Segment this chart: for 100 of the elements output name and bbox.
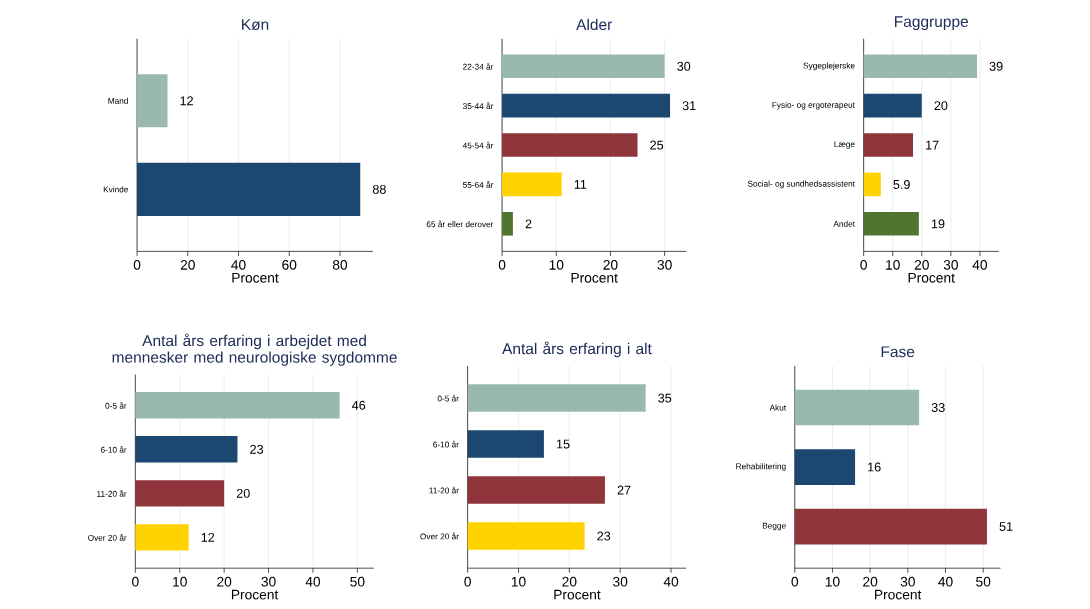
data-label: 11 [574, 180, 587, 189]
bar [863, 172, 881, 197]
bar [502, 133, 638, 158]
x-axis-title: Procent [232, 273, 279, 283]
x-tick-label: 30 [261, 577, 276, 587]
x-tick-label: 0 [464, 577, 471, 587]
x-tick-label: 40 [305, 577, 321, 587]
bar [502, 94, 671, 118]
y-tick-label: 11-20 år [97, 490, 127, 497]
y-tick-label: Akut [769, 404, 787, 411]
data-label: 16 [868, 462, 881, 472]
x-tick-label: 60 [282, 260, 297, 270]
x-tick-label: 30 [943, 260, 958, 270]
bar [502, 54, 665, 79]
data-label: 17 [926, 140, 939, 150]
data-label: 27 [617, 485, 631, 495]
x-tick-label: 0 [133, 260, 141, 270]
x-tick-label: 20 [603, 260, 618, 270]
y-tick-label: Over 20 år [88, 534, 127, 541]
data-label: 51 [999, 522, 1013, 532]
bar [863, 54, 977, 79]
y-tick-label: Rehabilitering [736, 463, 786, 472]
y-tick-label: 6-10 år [100, 446, 127, 453]
x-tick-label: 80 [332, 260, 348, 270]
data-label: 15 [556, 439, 570, 449]
x-axis-title: Procent [571, 273, 618, 283]
y-tick-label: 35-44 år [462, 102, 494, 110]
data-label: 25 [650, 140, 664, 150]
data-label: 19 [931, 219, 945, 229]
data-label: 5.9 [893, 180, 910, 190]
data-label: 39 [989, 62, 1003, 71]
y-tick-label: 45-54 år [462, 141, 494, 149]
y-tick-label: 22-34 år [463, 63, 494, 70]
bar [135, 392, 340, 419]
chart-title: Antal års erfaring i arbejdet med mennesker med neurologiske sygdomme [112, 333, 397, 367]
bar [135, 480, 225, 507]
x-tick-label: 10 [511, 577, 526, 587]
x-tick-label: 0 [860, 260, 867, 270]
y-tick-label: 6-10 år [433, 440, 459, 448]
chart-title: Antal års erfaring i alt [502, 341, 652, 358]
bar [135, 436, 238, 463]
y-tick-label: 55-64 år [462, 181, 494, 188]
x-tick-label: 40 [663, 577, 679, 587]
data-label: 12 [201, 533, 215, 542]
x-tick-label: 50 [976, 577, 991, 587]
x-tick-label: 10 [549, 260, 564, 270]
x-tick-label: 30 [613, 577, 628, 587]
x-tick-label: 20 [863, 577, 878, 587]
data-label: 23 [250, 445, 264, 454]
chart-title: Faggruppe [895, 16, 969, 31]
chart-title: Alder [576, 18, 612, 31]
x-tick-label: 0 [132, 577, 139, 587]
x-tick-label: 10 [173, 577, 187, 587]
data-label: 2 [525, 219, 532, 229]
y-tick-label: Social- og sundhedsassistent [747, 180, 855, 189]
x-tick-label: 40 [972, 260, 988, 270]
y-tick-label: Sygeplejerske [803, 62, 855, 71]
y-tick-label: Kvinde [103, 186, 129, 193]
x-axis-title: Procent [231, 590, 279, 600]
bar [467, 522, 585, 550]
x-tick-label: 20 [562, 577, 577, 587]
y-tick-label: Læge [834, 141, 855, 149]
chart-title: Fase [881, 346, 915, 358]
x-axis-title: Procent [554, 590, 601, 600]
chart-title: Køn [242, 19, 269, 31]
y-tick-label: 65 år eller derover [426, 220, 494, 228]
data-label: 20 [934, 101, 948, 111]
x-tick-label: 40 [938, 577, 953, 587]
x-tick-label: 10 [886, 260, 900, 270]
bar [467, 430, 544, 458]
data-label: 20 [236, 489, 250, 498]
data-label: 23 [597, 531, 611, 541]
bar [135, 524, 189, 551]
y-tick-label: Mand [108, 97, 128, 104]
x-tick-label: 30 [900, 577, 915, 587]
bar [863, 133, 914, 158]
bar [467, 476, 605, 504]
x-tick-label: 20 [180, 260, 195, 270]
data-label: 35 [658, 393, 672, 403]
x-tick-label: 50 [350, 577, 365, 587]
y-tick-label: Fysio- og ergoterapeut [772, 101, 855, 110]
x-tick-label: 20 [914, 260, 929, 270]
y-tick-label: Andet [833, 220, 855, 228]
x-tick-label: 20 [217, 577, 232, 587]
data-label: 88 [372, 185, 386, 194]
data-label: 31 [682, 101, 696, 111]
data-label: 33 [931, 403, 945, 413]
data-label: 12 [180, 96, 193, 106]
bar [863, 94, 922, 118]
bar [794, 508, 987, 545]
y-tick-label: 0-5 år [437, 394, 459, 402]
x-axis-title: Procent [875, 590, 922, 600]
bar [502, 172, 562, 197]
bar [794, 389, 920, 426]
x-tick-label: 30 [657, 260, 672, 270]
x-tick-label: 0 [791, 577, 799, 587]
y-tick-label: 11-20 år [429, 486, 459, 494]
bar [502, 212, 513, 236]
bar [467, 384, 646, 413]
bar [794, 449, 856, 486]
